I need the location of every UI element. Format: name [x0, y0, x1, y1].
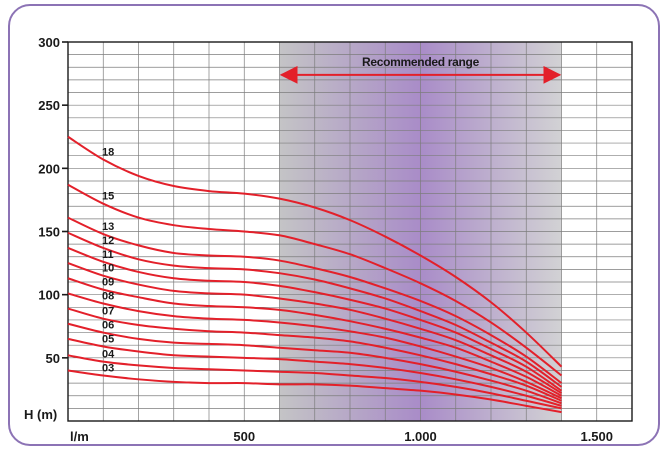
- curve-15: [67, 183, 563, 377]
- curve-03: [67, 369, 562, 414]
- y-tick-label: 50: [46, 351, 60, 366]
- curve-12: [67, 231, 563, 388]
- curve-10: [67, 262, 563, 395]
- curve-11: [67, 246, 563, 392]
- y-tick-label: 150: [38, 225, 60, 240]
- x-axis-ticks: 500 1.000 1.500: [233, 429, 613, 444]
- y-tick-label: 250: [38, 98, 60, 113]
- curve-label-04: 04: [102, 349, 115, 361]
- curve-label-06: 06: [102, 320, 114, 332]
- curve-label-11: 11: [102, 249, 114, 261]
- x-axis-label: l/m: [70, 429, 89, 444]
- curve-label-15: 15: [102, 191, 114, 203]
- curve-label-09: 09: [102, 277, 114, 289]
- pump-curves: [67, 135, 563, 414]
- y-tick-label: 300: [38, 35, 60, 50]
- curve-label-18: 18: [102, 146, 114, 158]
- curve-label-12: 12: [102, 235, 114, 247]
- y-tick-label: 100: [38, 288, 60, 303]
- curve-18: [67, 135, 563, 368]
- curve-06: [67, 322, 562, 405]
- x-tick-label: 1.500: [580, 429, 613, 444]
- curve-label-07: 07: [102, 306, 114, 318]
- y-axis-ticks: 50 100 150 200 250 300: [38, 35, 68, 366]
- curve-08: [67, 292, 562, 400]
- curve-label-10: 10: [102, 263, 114, 275]
- curve-04: [67, 354, 562, 410]
- curve-label-03: 03: [102, 363, 114, 375]
- y-axis-label: H (m): [24, 407, 57, 422]
- y-tick-label: 200: [38, 161, 60, 176]
- recommended-range-label: Recommended range: [362, 55, 480, 69]
- curve-label-05: 05: [102, 333, 114, 345]
- curve-13: [67, 216, 563, 384]
- curve-label-13: 13: [102, 221, 114, 233]
- curve-07: [67, 307, 562, 402]
- curve-05: [67, 337, 562, 407]
- curve-label-08: 08: [102, 291, 114, 303]
- x-tick-label: 500: [233, 429, 255, 444]
- x-tick-label: 1.000: [404, 429, 437, 444]
- curve-09: [67, 277, 562, 397]
